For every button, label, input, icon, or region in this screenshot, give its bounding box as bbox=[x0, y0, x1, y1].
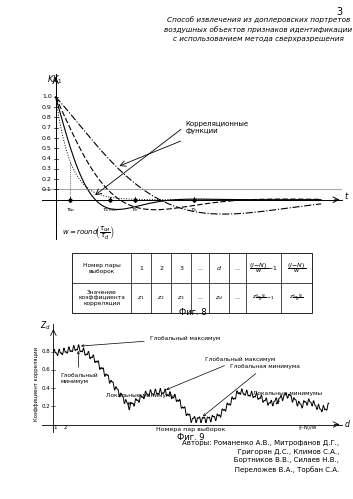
Text: Глобальная минимума: Глобальная минимума bbox=[203, 364, 299, 416]
Text: $w = round\!\left(\dfrac{\tau_{\!о\!и}}{\tau_d}\right)$: $w = round\!\left(\dfrac{\tau_{\!о\!и}}{… bbox=[62, 226, 115, 243]
Text: $\tau_{k\,\min}$: $\tau_{k\,\min}$ bbox=[102, 206, 118, 214]
Text: 0.7: 0.7 bbox=[42, 125, 52, 130]
Text: $z_3$: $z_3$ bbox=[177, 294, 185, 302]
Text: $\tau_k$: $\tau_k$ bbox=[190, 206, 198, 214]
Text: 0.3: 0.3 bbox=[42, 166, 52, 171]
Text: Глобальный максимум: Глобальный максимум bbox=[82, 336, 220, 347]
Text: 2: 2 bbox=[159, 265, 163, 270]
Text: Способ извлечения из доплеровских портретов
воздушных объектов признаков идентиф: Способ извлечения из доплеровских портре… bbox=[164, 16, 352, 41]
Text: 0.4: 0.4 bbox=[42, 156, 52, 161]
Text: 2: 2 bbox=[64, 425, 67, 430]
Text: $\tau_k$: $\tau_k$ bbox=[131, 206, 139, 214]
Text: Фиг. 7: Фиг. 7 bbox=[179, 324, 206, 333]
Text: ...: ... bbox=[234, 265, 240, 270]
Text: 0.9: 0.9 bbox=[42, 105, 52, 110]
Text: $d$: $d$ bbox=[216, 264, 222, 272]
Text: 1: 1 bbox=[53, 425, 56, 430]
Text: 0.4: 0.4 bbox=[41, 386, 50, 391]
Text: 1: 1 bbox=[139, 265, 143, 270]
Text: Корреляционные
функции: Корреляционные функции bbox=[186, 121, 249, 134]
Text: Значение
коэффициента
корреляции: Значение коэффициента корреляции bbox=[78, 289, 125, 306]
Text: $z_2$: $z_2$ bbox=[157, 294, 165, 302]
Text: 1.0: 1.0 bbox=[42, 94, 52, 99]
Text: ...: ... bbox=[197, 295, 203, 300]
Text: (I-N)/w: (I-N)/w bbox=[299, 425, 317, 430]
Bar bbox=[72, 253, 312, 313]
Text: 0.2: 0.2 bbox=[41, 404, 50, 409]
Text: $Z_d$: $Z_d$ bbox=[40, 320, 50, 332]
Text: $KK_1$: $KK_1$ bbox=[47, 73, 63, 86]
Text: 0.8: 0.8 bbox=[41, 349, 50, 354]
Text: 0.8: 0.8 bbox=[42, 115, 52, 120]
Text: $\tau_{\!о\!и}$: $\tau_{\!о\!и}$ bbox=[66, 206, 75, 214]
Text: 3: 3 bbox=[179, 265, 183, 270]
Text: Номер пары
выборок: Номер пары выборок bbox=[83, 263, 120, 273]
Text: 0.2: 0.2 bbox=[42, 177, 52, 182]
Text: Авторы: Романенко А.В., Митрофанов Д.Г.,
       Григорян Д.С., Климов С.А.,
    : Авторы: Романенко А.В., Митрофанов Д.Г.,… bbox=[182, 440, 340, 473]
Text: $z_{\frac{(I-N)}{w}-1}$: $z_{\frac{(I-N)}{w}-1}$ bbox=[252, 292, 275, 303]
Text: Глобальный максимум: Глобальный максимум bbox=[167, 357, 275, 390]
Text: Локальные минимумы: Локальные минимумы bbox=[253, 391, 322, 404]
Text: 0.1: 0.1 bbox=[42, 187, 52, 192]
Text: 0.6: 0.6 bbox=[41, 367, 50, 372]
Text: $z_d$: $z_d$ bbox=[215, 294, 223, 302]
Text: Номера пар выборок: Номера пар выборок bbox=[156, 427, 226, 432]
Text: 0.6: 0.6 bbox=[42, 136, 52, 141]
Text: Глобальный
минимум: Глобальный минимум bbox=[60, 352, 98, 384]
Text: $d$: $d$ bbox=[344, 418, 351, 429]
Text: $t$: $t$ bbox=[344, 190, 349, 201]
Text: $z_1$: $z_1$ bbox=[137, 294, 145, 302]
Text: 0.5: 0.5 bbox=[42, 146, 52, 151]
Text: ...: ... bbox=[197, 265, 203, 270]
Text: 3: 3 bbox=[336, 7, 342, 17]
Text: Локальные минимумы: Локальные минимумы bbox=[106, 393, 175, 404]
Text: ...: ... bbox=[234, 295, 240, 300]
Text: $\dfrac{(I\!-\!N)}{w}$: $\dfrac{(I\!-\!N)}{w}$ bbox=[287, 261, 306, 275]
Text: $z_{\frac{(I-N)}{w}}$: $z_{\frac{(I-N)}{w}}$ bbox=[289, 292, 304, 303]
Text: Фиг. 8: Фиг. 8 bbox=[179, 308, 206, 317]
Text: Фиг. 9: Фиг. 9 bbox=[177, 433, 205, 442]
Text: $\dfrac{(I\!-\!N)}{w}\!-\!1$: $\dfrac{(I\!-\!N)}{w}\!-\!1$ bbox=[249, 261, 278, 275]
Text: Коэффициент корреляции: Коэффициент корреляции bbox=[34, 346, 39, 421]
